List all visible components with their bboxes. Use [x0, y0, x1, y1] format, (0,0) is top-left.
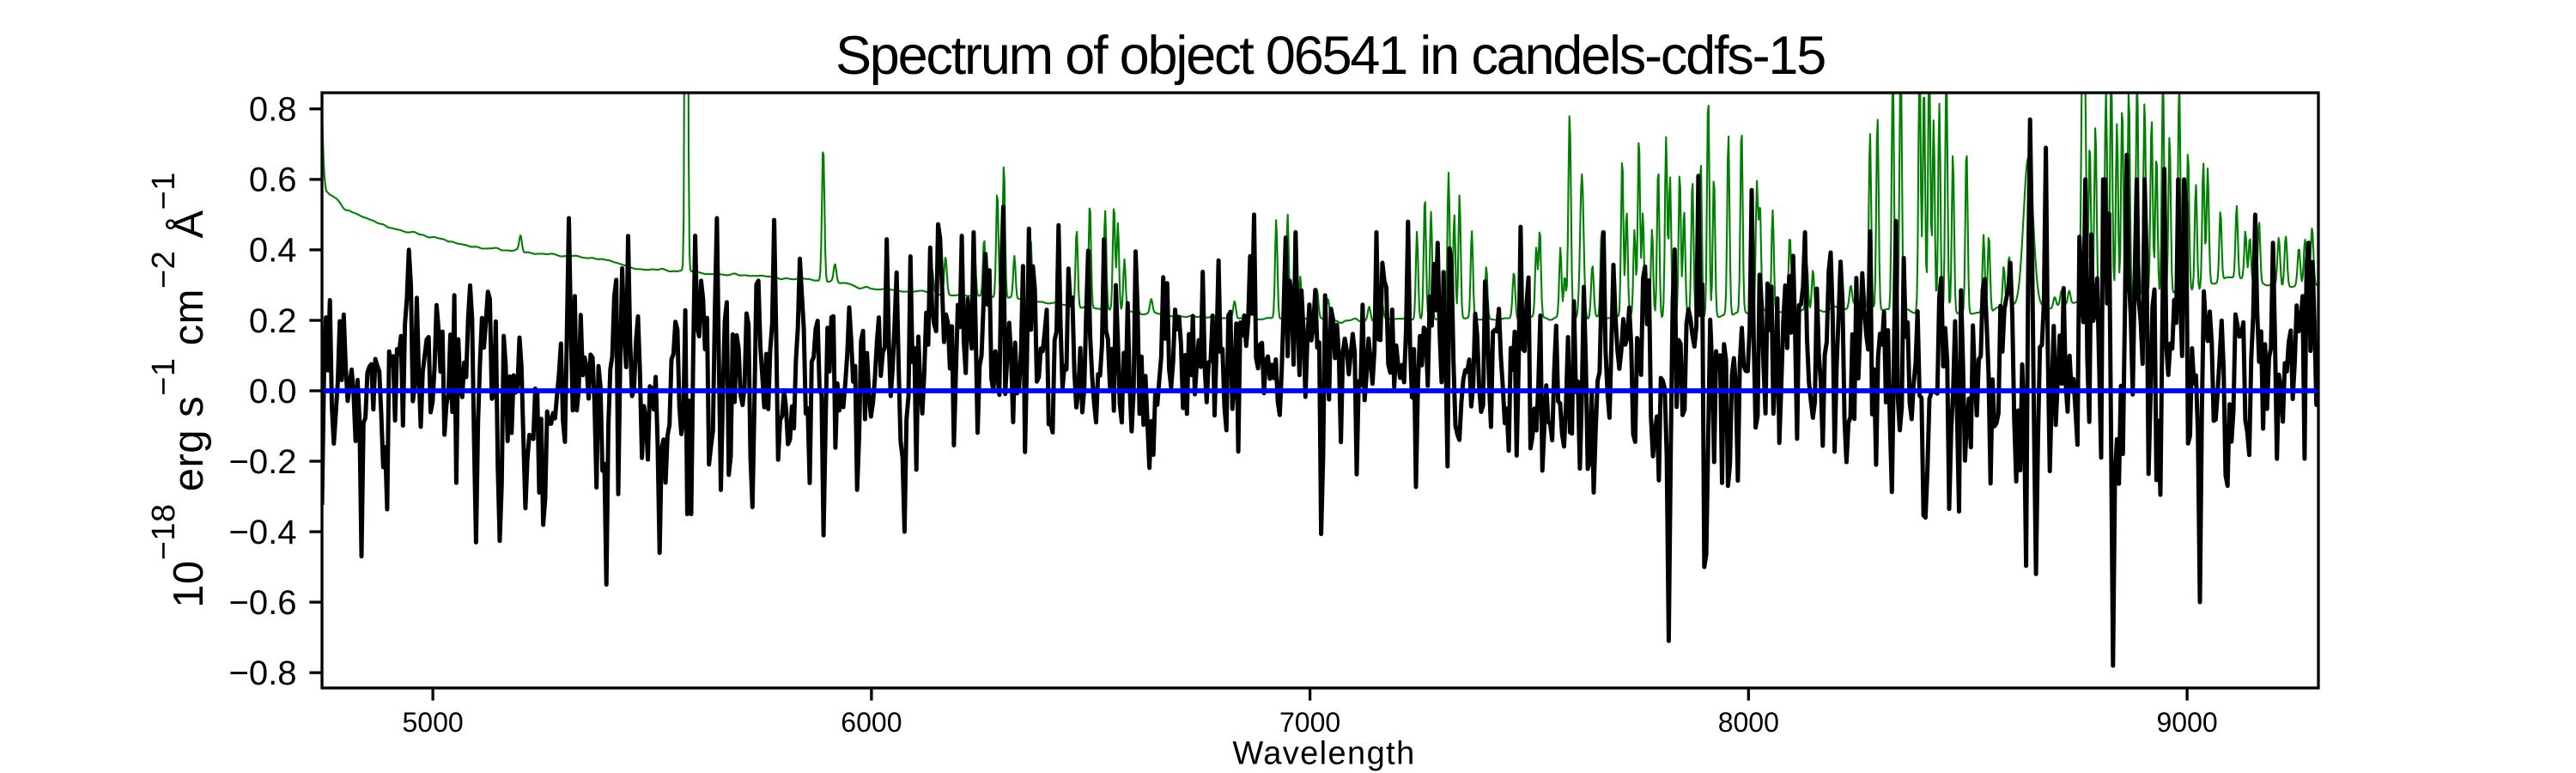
svg-text:0.6: 0.6 — [249, 161, 297, 199]
svg-text:−0.2: −0.2 — [229, 443, 297, 481]
svg-text:6000: 6000 — [841, 707, 902, 738]
svg-text:9000: 9000 — [2157, 707, 2218, 738]
svg-text:−0.6: −0.6 — [229, 584, 297, 622]
svg-text:8000: 8000 — [1718, 707, 1779, 738]
svg-text:0.8: 0.8 — [249, 91, 297, 129]
svg-text:0.0: 0.0 — [249, 373, 297, 411]
svg-text:7000: 7000 — [1279, 707, 1340, 738]
svg-text:−0.4: −0.4 — [229, 514, 297, 551]
svg-text:5000: 5000 — [403, 707, 464, 738]
svg-text:0.4: 0.4 — [249, 232, 297, 270]
svg-text:Wavelength: Wavelength — [1232, 735, 1415, 771]
svg-text:0.2: 0.2 — [249, 302, 297, 340]
svg-text:Spectrum of object 06541 in ca: Spectrum of object 06541 in candels-cdfs… — [835, 26, 1825, 86]
svg-text:−0.8: −0.8 — [229, 654, 297, 692]
